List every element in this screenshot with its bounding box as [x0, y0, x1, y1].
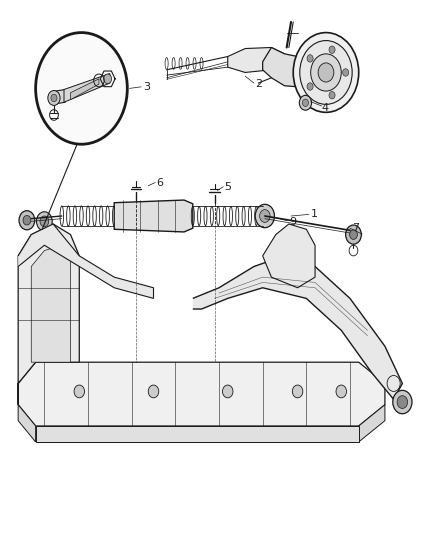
Circle shape	[302, 99, 308, 107]
Circle shape	[393, 390, 412, 414]
Circle shape	[318, 63, 334, 82]
Polygon shape	[263, 224, 315, 288]
Polygon shape	[263, 47, 306, 87]
Circle shape	[397, 395, 408, 408]
Text: 3: 3	[144, 82, 151, 92]
Circle shape	[104, 74, 112, 84]
Text: 4: 4	[321, 103, 328, 113]
Polygon shape	[64, 74, 110, 102]
Circle shape	[293, 33, 359, 112]
Polygon shape	[114, 200, 193, 232]
Polygon shape	[18, 224, 153, 298]
Text: 9: 9	[289, 217, 296, 227]
Circle shape	[307, 83, 313, 90]
Circle shape	[329, 92, 335, 99]
Circle shape	[292, 385, 303, 398]
Circle shape	[19, 211, 35, 230]
Circle shape	[51, 94, 57, 102]
Polygon shape	[71, 79, 99, 100]
Circle shape	[343, 69, 349, 76]
Circle shape	[148, 385, 159, 398]
Text: 6: 6	[156, 177, 163, 188]
Polygon shape	[228, 47, 285, 72]
Circle shape	[35, 33, 127, 144]
Polygon shape	[18, 224, 79, 405]
Circle shape	[350, 230, 357, 239]
Circle shape	[255, 204, 275, 228]
Polygon shape	[18, 362, 385, 426]
Polygon shape	[359, 405, 385, 442]
Polygon shape	[18, 405, 35, 442]
Circle shape	[336, 385, 346, 398]
Text: 1: 1	[311, 209, 318, 220]
Circle shape	[23, 215, 31, 225]
Text: 7: 7	[352, 223, 359, 233]
Circle shape	[260, 209, 270, 222]
Circle shape	[311, 54, 341, 91]
Polygon shape	[31, 245, 71, 362]
Circle shape	[346, 225, 361, 244]
Text: 5: 5	[224, 182, 231, 192]
Circle shape	[299, 95, 311, 110]
Circle shape	[40, 216, 49, 227]
Polygon shape	[193, 256, 403, 399]
Circle shape	[48, 91, 60, 106]
Circle shape	[307, 55, 313, 62]
Circle shape	[223, 385, 233, 398]
Circle shape	[36, 212, 52, 231]
Polygon shape	[52, 90, 65, 104]
Circle shape	[74, 385, 85, 398]
Circle shape	[300, 41, 352, 104]
Circle shape	[329, 46, 335, 53]
Text: 2: 2	[255, 79, 262, 89]
Polygon shape	[35, 426, 359, 442]
